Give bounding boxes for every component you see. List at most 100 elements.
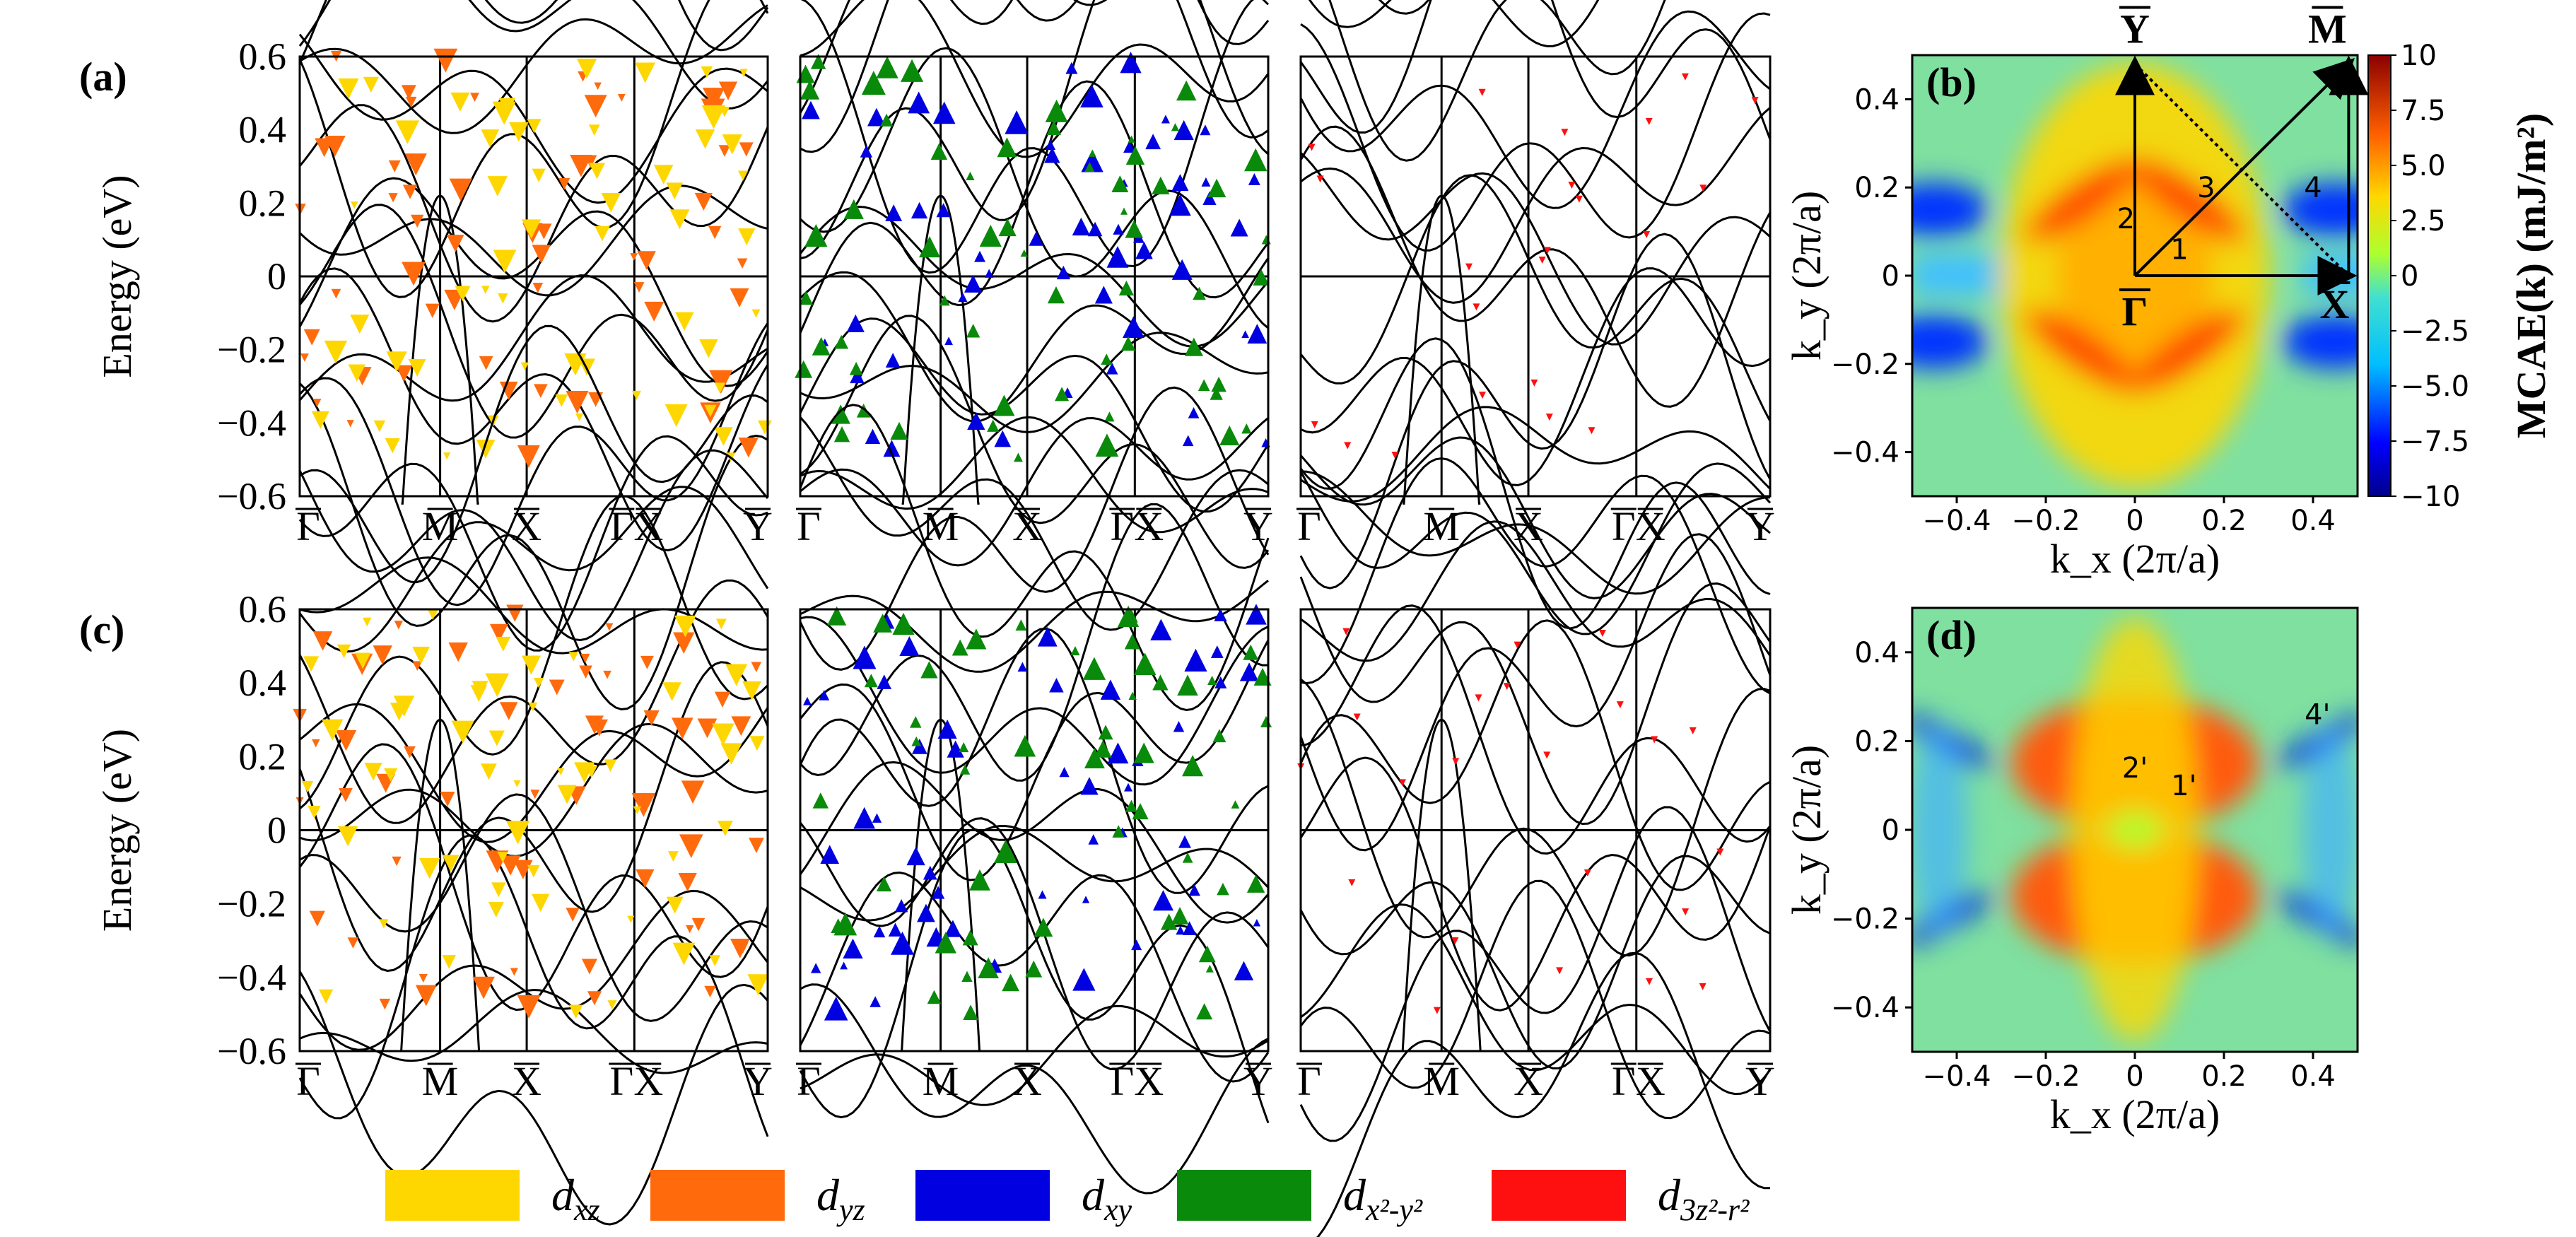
- band-line: [1378, 0, 1430, 15]
- orbital-marker-dx2y2: [998, 218, 1017, 237]
- orbital-marker-dyz: [585, 715, 604, 734]
- orbital-marker-dxz: [714, 382, 725, 394]
- y-tick-label: −0.2: [1831, 903, 1899, 936]
- orbital-marker-dxz: [476, 439, 496, 459]
- orbital-marker-dz2: [1342, 628, 1350, 635]
- orbital-marker-dyz: [679, 834, 703, 858]
- orbital-marker-dyz: [300, 353, 309, 362]
- orbital-marker-dx2y2: [795, 360, 813, 378]
- orbital-marker-dyz: [630, 253, 638, 261]
- orbital-marker-dz2: [1699, 184, 1707, 192]
- orbital-marker-dxz: [509, 122, 529, 142]
- orbital-marker-dyz: [633, 282, 645, 293]
- x-tick-label-4: X: [1134, 503, 1164, 549]
- orbital-marker-dxy: [974, 250, 986, 262]
- orbital-marker-dyz: [404, 746, 416, 758]
- orbital-marker-dxy: [885, 353, 901, 368]
- orbital-marker-dxz: [493, 250, 517, 274]
- orbital-marker-dx2y2: [1082, 657, 1106, 680]
- orbital-marker-dx2y2: [1196, 1003, 1213, 1020]
- x-tick-label-2: X: [1012, 503, 1042, 549]
- colorbar-tick-label: 0: [2401, 260, 2418, 293]
- orbital-marker-dxy: [1059, 766, 1070, 778]
- orbital-marker-dyz: [449, 178, 472, 201]
- orbital-marker-dz2: [1308, 143, 1316, 151]
- orbital-marker-dxz: [527, 119, 541, 134]
- orbital-marker-dyz: [714, 691, 731, 708]
- orbital-marker-dx2y2: [1098, 725, 1113, 740]
- orbital-marker-dx2y2: [892, 612, 915, 635]
- heatmap-blob: [1912, 253, 1997, 296]
- orbital-marker-dyz: [671, 717, 693, 740]
- panel-label-d: (d): [1926, 612, 1977, 658]
- orbital-marker-dxz: [604, 759, 617, 773]
- orbital-marker-dxz: [720, 743, 742, 765]
- x-tick-label-5: Y: [1243, 503, 1273, 549]
- orbital-marker-dxy: [824, 997, 848, 1021]
- orbital-marker-dxy: [1145, 134, 1161, 150]
- orbital-marker-dxy: [860, 145, 873, 158]
- orbital-marker-dx2y2: [812, 792, 829, 809]
- orbital-marker-dyz: [737, 258, 748, 269]
- band-line: [1316, 951, 1771, 1237]
- orbital-marker-dyz: [510, 968, 518, 976]
- orbital-marker-dyz: [425, 303, 440, 318]
- orbital-marker-dz2: [1465, 263, 1473, 271]
- legend-label: dx²-y²: [1343, 1170, 1423, 1227]
- feature-label: 4: [2304, 172, 2322, 204]
- band-line: [1299, 576, 1772, 826]
- orbital-marker-dxy: [944, 336, 953, 346]
- orbital-marker-dxz: [303, 656, 320, 672]
- orbital-marker-dx2y2: [911, 736, 922, 746]
- band-line: [1299, 879, 1771, 1120]
- orbital-marker-dxy: [1045, 139, 1056, 151]
- orbital-marker-dyz: [594, 82, 602, 90]
- orbital-marker-dx2y2: [800, 80, 820, 100]
- orbital-marker-dxz: [653, 165, 674, 184]
- y-tick-label: 0: [1882, 260, 1899, 293]
- orbital-marker-dyz: [506, 604, 524, 622]
- orbital-marker-dxy: [1248, 172, 1260, 185]
- orbital-marker-dxy: [883, 440, 901, 457]
- orbital-marker-dxy: [1239, 662, 1259, 681]
- orbital-marker-dxz: [695, 129, 715, 149]
- orbital-marker-dxy: [908, 91, 930, 114]
- band-line: [800, 616, 1269, 786]
- orbital-marker-dx2y2: [1243, 644, 1259, 660]
- y-axis-label: Energy (eV): [94, 729, 140, 932]
- orbital-marker-dx2y2: [1241, 423, 1252, 434]
- band-line: [1299, 619, 1771, 891]
- orbital-marker-dxz: [633, 806, 642, 814]
- orbital-marker-dz2: [1398, 779, 1406, 787]
- orbital-marker-dxz: [301, 780, 314, 793]
- orbital-marker-dxy: [1081, 150, 1103, 172]
- orbital-marker-dyz: [402, 184, 418, 199]
- orbital-marker-dxy: [936, 203, 951, 218]
- orbital-marker-dz2: [1475, 694, 1482, 702]
- band-line: [1300, 903, 1772, 1096]
- x-tick-label-3: Γ: [1612, 1058, 1636, 1104]
- x-tick-label-2: X: [512, 1058, 541, 1104]
- orbital-marker-dxy: [1123, 316, 1144, 339]
- heatmap-blob: [1912, 315, 1988, 369]
- panel-label-a: (a): [79, 54, 127, 100]
- heatmap-blob: [2025, 159, 2138, 242]
- orbital-marker-dxz: [601, 193, 621, 213]
- orbital-marker-dx2y2: [930, 143, 948, 160]
- orbital-marker-dx2y2: [987, 419, 1000, 432]
- orbital-marker-dyz: [587, 991, 602, 1006]
- x-tick-label-0: Γ: [296, 503, 320, 549]
- orbital-marker-dyz: [686, 925, 694, 934]
- band-line: [1299, 533, 1772, 852]
- heatmap-blob: [1912, 182, 1988, 237]
- x-tick-label: 0: [2126, 505, 2143, 537]
- orbital-marker-dyz: [530, 790, 540, 799]
- orbital-marker-dxy: [1131, 939, 1142, 951]
- orbital-marker-dz2: [1348, 879, 1356, 886]
- heatmap-blob: [2107, 812, 2163, 848]
- band-line: [298, 322, 769, 606]
- x-tick-label: −0.2: [2011, 505, 2080, 537]
- orbital-marker-dz2: [1651, 736, 1658, 744]
- orbital-marker-dxy: [1029, 231, 1043, 246]
